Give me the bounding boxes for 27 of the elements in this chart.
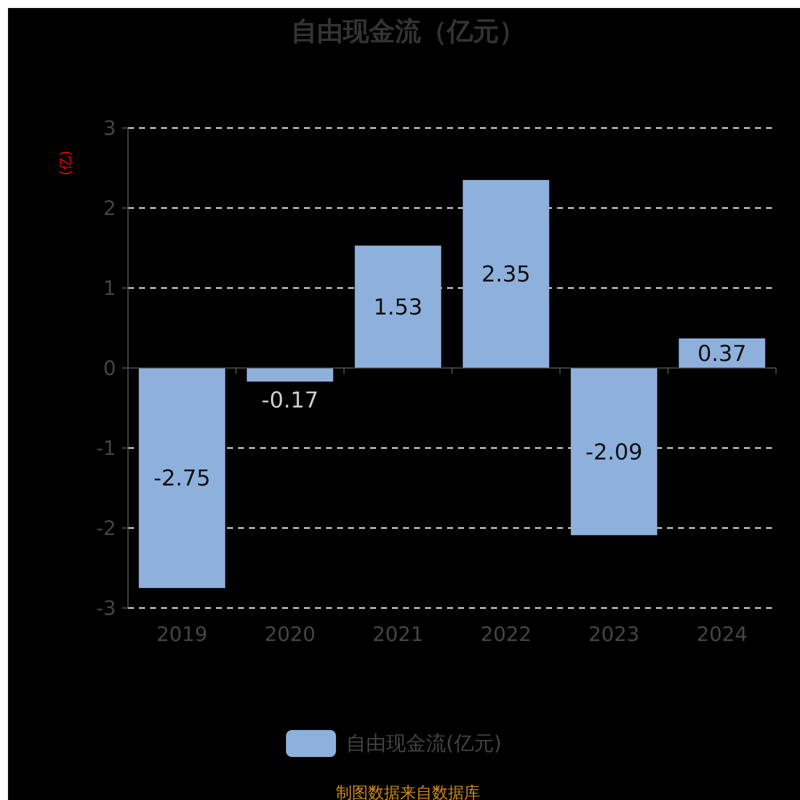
data-label: 2.35	[482, 262, 530, 288]
y-axis-title: (亿)	[58, 150, 74, 176]
x-tick-label: 2020	[264, 622, 316, 646]
bar	[354, 246, 442, 368]
x-tick-label: 2023	[588, 622, 640, 646]
data-label: -0.17	[262, 388, 318, 414]
y-tick-label: -2	[96, 516, 116, 540]
bar	[246, 368, 334, 382]
data-label: -2.75	[154, 466, 210, 492]
y-tick-label: 3	[103, 116, 116, 140]
y-tick-label: 0	[103, 356, 116, 380]
bar	[138, 368, 226, 588]
x-tick-label: 2019	[156, 622, 208, 646]
y-tick-label: -3	[96, 596, 116, 620]
y-tick-label: 1	[103, 276, 116, 300]
x-tick-label: 2024	[696, 622, 748, 646]
text: 制图数据来自数据库	[336, 783, 480, 800]
legend-label: 自由现金流(亿元)	[346, 731, 502, 755]
bar	[570, 368, 658, 536]
bar	[462, 180, 550, 368]
y-tick-label: 2	[103, 196, 116, 220]
data-label: 1.53	[374, 296, 422, 320]
x-tick-label: 2021	[372, 622, 424, 646]
data-label: 0.37	[698, 342, 746, 367]
x-tick-label: 2022	[480, 622, 532, 646]
data-label: -2.09	[586, 440, 642, 466]
y-tick-label: -1	[96, 436, 116, 460]
